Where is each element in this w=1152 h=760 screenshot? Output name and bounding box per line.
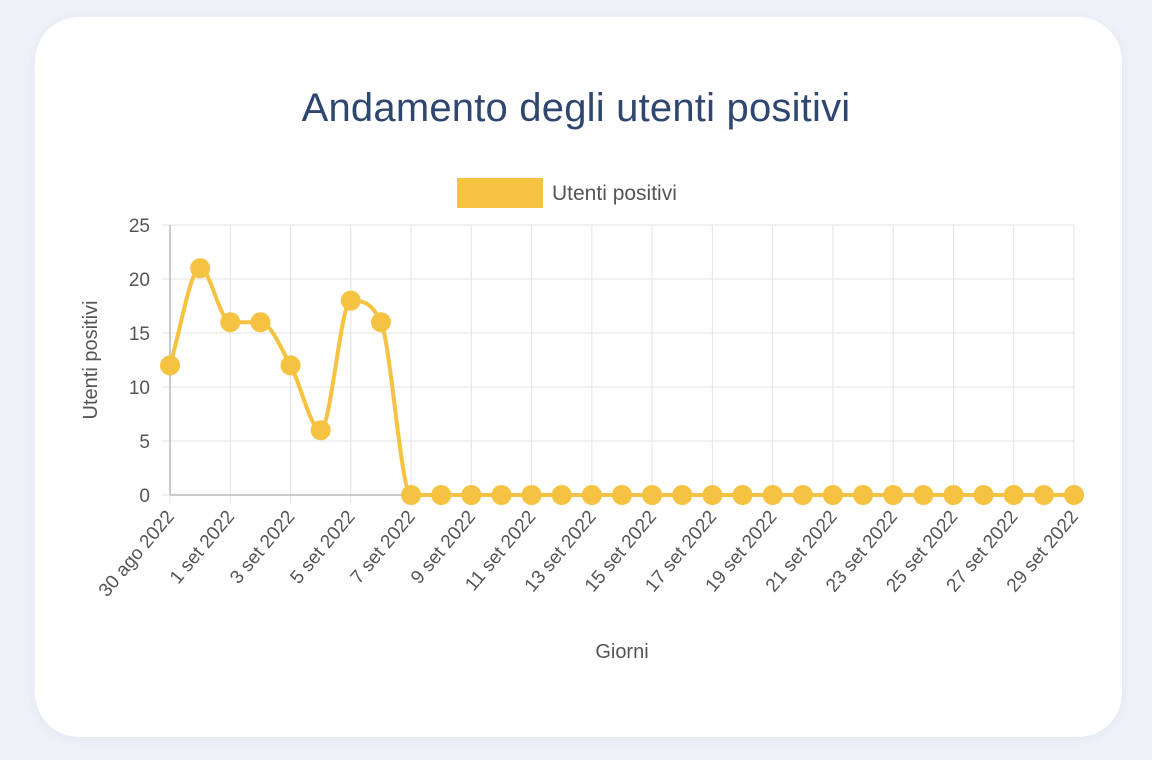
y-tick-label: 15 <box>129 324 150 345</box>
data-point[interactable] <box>461 485 482 505</box>
chart-title: Andamento degli utenti positivi <box>301 86 851 130</box>
series-line <box>168 266 1076 497</box>
series-utenti-positivi <box>160 258 1084 505</box>
data-point[interactable] <box>521 485 542 505</box>
data-point[interactable] <box>431 485 452 505</box>
axes <box>169 225 1074 496</box>
data-point[interactable] <box>581 485 602 505</box>
data-point[interactable] <box>792 485 813 505</box>
y-tick-label: 5 <box>139 432 150 453</box>
data-point[interactable] <box>612 485 632 505</box>
data-point[interactable] <box>1003 485 1024 505</box>
data-point[interactable] <box>491 485 512 505</box>
data-point[interactable] <box>702 485 723 505</box>
x-tick-label: 30 ago 2022 <box>95 507 179 601</box>
legend[interactable]: Utenti positivi <box>457 178 677 208</box>
data-point[interactable] <box>853 485 874 505</box>
data-point[interactable] <box>642 485 663 505</box>
data-point[interactable] <box>250 312 271 333</box>
y-tick-label: 20 <box>129 270 150 291</box>
data-point[interactable] <box>401 485 422 505</box>
legend-label[interactable]: Utenti positivi <box>552 182 677 205</box>
data-point[interactable] <box>913 485 934 505</box>
data-point[interactable] <box>732 485 753 505</box>
y-tick-label: 25 <box>129 216 150 237</box>
data-point[interactable] <box>160 355 180 376</box>
y-tick-label: 0 <box>139 486 150 507</box>
data-point[interactable] <box>822 485 843 505</box>
legend-swatch[interactable] <box>457 178 543 208</box>
y-axis-title: Utenti positivi <box>80 301 102 420</box>
data-point[interactable] <box>883 485 904 505</box>
chart-card <box>35 17 1122 737</box>
data-point[interactable] <box>340 290 361 311</box>
x-axis-title: Giorni <box>595 641 648 663</box>
data-point[interactable] <box>672 485 693 505</box>
y-axis-ticks: 0 5 10 15 20 25 <box>129 216 150 507</box>
data-point[interactable] <box>551 485 572 505</box>
data-point[interactable] <box>280 355 301 376</box>
data-point[interactable] <box>762 485 783 505</box>
data-point[interactable] <box>310 420 331 441</box>
data-point[interactable] <box>220 312 241 333</box>
data-point[interactable] <box>943 485 964 505</box>
data-point[interactable] <box>1064 485 1084 505</box>
data-point[interactable] <box>370 312 391 333</box>
data-point[interactable] <box>1033 485 1054 505</box>
data-point[interactable] <box>190 258 211 279</box>
data-point[interactable] <box>973 485 994 505</box>
y-tick-label: 10 <box>129 378 150 399</box>
